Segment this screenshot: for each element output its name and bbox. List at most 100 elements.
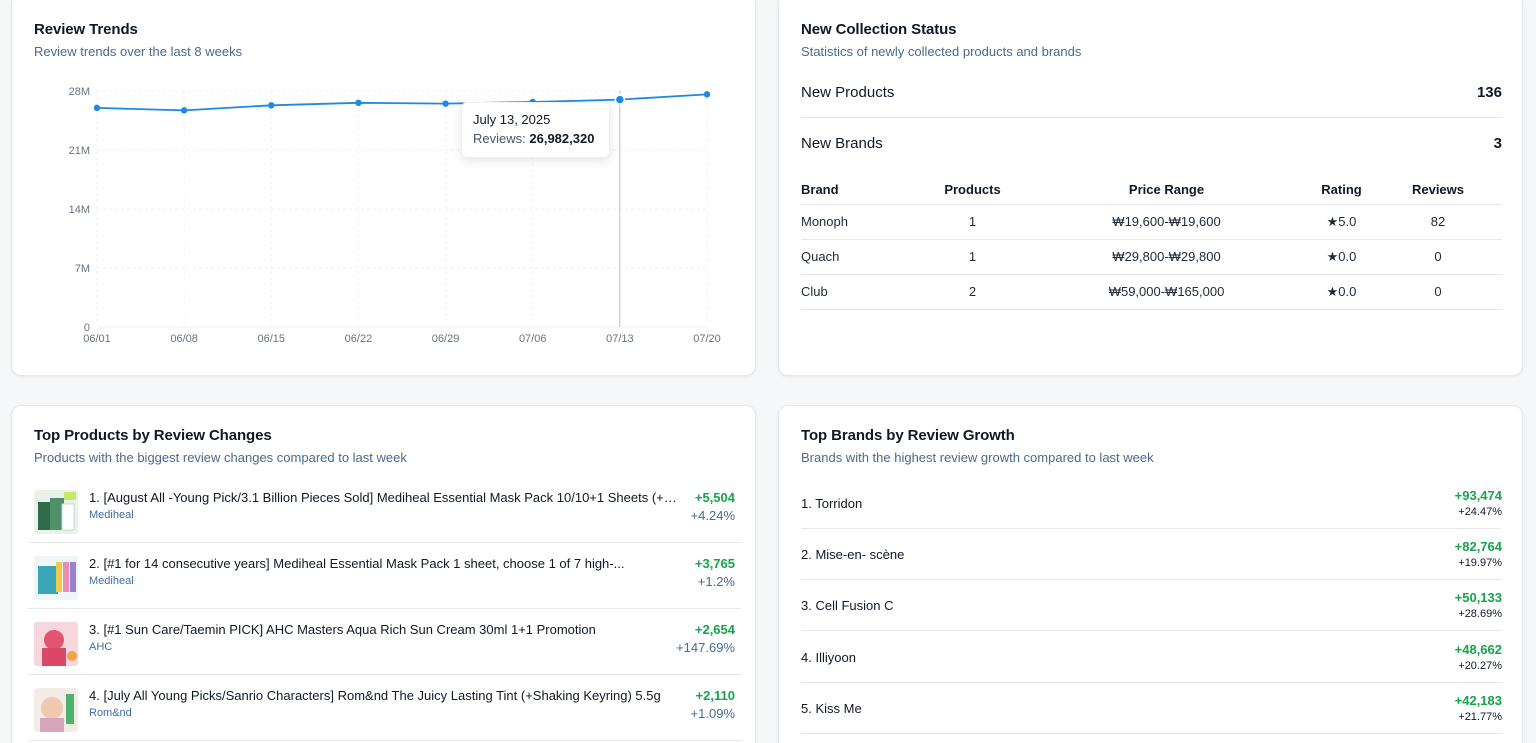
table-header-row: Brand Products Price Range Rating Review… <box>801 176 1502 205</box>
product-thumbnail <box>34 622 78 666</box>
brand-review-change: +42,183 <box>1454 693 1502 708</box>
x-tick-label: 06/01 <box>83 333 111 345</box>
review-trends-subtitle: Review trends over the last 8 weeks <box>34 44 243 59</box>
product-brand-link[interactable]: Mediheal <box>89 575 134 587</box>
header-products: Products <box>921 176 1024 205</box>
y-tick-label: 0 <box>84 322 90 334</box>
product-review-pct: +147.69% <box>676 640 735 655</box>
x-tick-label: 06/29 <box>432 333 460 345</box>
product-name: 3. [#1 Sun Care/Taemin PICK] AHC Masters… <box>89 622 596 637</box>
cell-products: 1 <box>921 204 1024 240</box>
review-trends-title: Review Trends <box>34 21 138 38</box>
product-row[interactable]: 4. [July All Young Picks/Sanrio Characte… <box>28 675 741 741</box>
stat-new-products: New Products 136 <box>801 67 1502 118</box>
cell-price-range: ₩59,000-₩165,000 <box>1024 274 1309 310</box>
product-name: 2. [#1 for 14 consecutive years] Medihea… <box>89 556 625 571</box>
table-row[interactable]: Quach 1 ₩29,800-₩29,800 ★0.0 0 <box>801 239 1502 275</box>
data-point <box>355 99 362 107</box>
data-point <box>442 100 449 107</box>
cell-rating: ★0.0 <box>1309 239 1374 275</box>
x-tick-label: 06/15 <box>258 333 286 345</box>
brand-name: 4. Illiyoon <box>801 650 856 665</box>
stat-label: New Brands <box>801 135 883 152</box>
cell-price-range: ₩19,600-₩19,600 <box>1024 204 1309 240</box>
brand-name: 2. Mise-en- scène <box>801 547 905 562</box>
brand-review-change: +48,662 <box>1454 642 1502 657</box>
x-tick-label: 06/22 <box>345 333 373 345</box>
product-thumbnail <box>34 688 78 732</box>
series-line <box>96 93 708 112</box>
table-row[interactable]: Club 2 ₩59,000-₩165,000 ★0.0 0 <box>801 274 1502 310</box>
brand-review-pct: +20.27% <box>1458 660 1502 672</box>
cell-products: 2 <box>921 274 1024 310</box>
data-point <box>614 94 626 105</box>
collection-status-card: New Collection Status Statistics of newl… <box>778 0 1523 376</box>
product-review-pct: +1.09% <box>690 706 735 721</box>
header-rating: Rating <box>1309 176 1374 205</box>
product-brand-link[interactable]: Rom&nd <box>89 707 132 719</box>
product-thumbnail <box>34 556 78 600</box>
brand-row[interactable]: 1. Torridon +93,474 +24.47% <box>801 478 1502 529</box>
brand-row[interactable]: 2. Mise-en- scène +82,764 +19.97% <box>801 529 1502 580</box>
chart-tooltip: July 13, 2025 Reviews: 26,982,320 <box>461 102 610 158</box>
product-row[interactable]: 3. [#1 Sun Care/Taemin PICK] AHC Masters… <box>28 609 741 675</box>
product-row[interactable]: 1. [August All -Young Pick/3.1 Billion P… <box>28 477 741 543</box>
tooltip-label: Reviews: <box>473 131 526 146</box>
cell-price-range: ₩29,800-₩29,800 <box>1024 239 1309 275</box>
cell-brand: Quach <box>801 239 921 275</box>
stat-value: 136 <box>1476 83 1502 101</box>
brand-name: 1. Torridon <box>801 496 863 511</box>
brand-name: 5. Kiss Me <box>801 701 862 716</box>
y-tick-label: 21M <box>69 145 90 157</box>
cell-brand: Club <box>801 274 921 310</box>
stat-new-brands: New Brands 3 <box>801 118 1502 169</box>
data-point <box>268 102 275 109</box>
brand-review-pct: +24.47% <box>1458 506 1502 518</box>
brand-row[interactable]: 3. Cell Fusion C +50,133 +28.69% <box>801 580 1502 631</box>
cell-products: 1 <box>921 239 1024 275</box>
brand-row[interactable]: 4. Illiyoon +48,662 +20.27% <box>801 632 1502 683</box>
x-tick-label: 07/20 <box>693 333 721 345</box>
product-row[interactable]: 2. [#1 for 14 consecutive years] Medihea… <box>28 543 741 609</box>
cell-reviews: 0 <box>1374 274 1502 310</box>
x-tick-label: 07/13 <box>606 333 634 345</box>
product-brand-link[interactable]: AHC <box>89 641 113 653</box>
brand-review-pct: +28.69% <box>1458 608 1502 620</box>
data-point <box>93 104 101 112</box>
y-tick-label: 28M <box>69 86 90 98</box>
product-name: 1. [August All -Young Pick/3.1 Billion P… <box>89 490 679 505</box>
cell-brand: Monoph <box>801 204 921 240</box>
top-brands-card: Top Brands by Review Growth Brands with … <box>778 405 1523 743</box>
review-trends-chart[interactable]: 0 7M 14M 21M 28M 06/01 06/08 06/15 06/22 06/29 07/… <box>12 0 756 376</box>
product-review-change: +5,504 <box>694 490 735 505</box>
y-tick-label: 7M <box>75 263 90 275</box>
collection-status-subtitle: Statistics of newly collected products a… <box>801 44 1082 59</box>
cell-reviews: 82 <box>1374 204 1502 240</box>
brand-review-change: +82,764 <box>1454 539 1502 554</box>
product-review-pct: +1.2% <box>697 574 735 589</box>
brand-review-pct: +19.97% <box>1458 557 1502 569</box>
x-tick-label: 06/08 <box>170 333 198 345</box>
top-brands-title: Top Brands by Review Growth <box>801 427 1015 444</box>
top-brands-subtitle: Brands with the highest review growth co… <box>801 450 1154 465</box>
product-thumbnail <box>34 490 78 534</box>
cell-reviews: 0 <box>1374 239 1502 275</box>
brand-row[interactable]: 5. Kiss Me +42,183 +21.77% <box>801 683 1502 734</box>
product-brand-link[interactable]: Mediheal <box>89 509 134 521</box>
tooltip-value: 26,982,320 <box>529 131 595 146</box>
stat-label: New Products <box>801 83 895 101</box>
stat-value: 3 <box>1493 135 1502 152</box>
product-review-pct: +4.24% <box>690 508 735 523</box>
cell-rating: ★5.0 <box>1309 204 1374 240</box>
product-name: 4. [July All Young Picks/Sanrio Characte… <box>89 688 661 703</box>
brand-review-change: +50,133 <box>1454 590 1502 605</box>
cell-rating: ★0.0 <box>1309 274 1374 310</box>
x-tick-label: 07/06 <box>519 333 547 345</box>
data-point <box>703 91 711 98</box>
review-trends-card: Review Trends Review trends over the las… <box>11 0 756 376</box>
data-point <box>180 107 188 114</box>
collection-status-title: New Collection Status <box>801 21 957 38</box>
top-products-title: Top Products by Review Changes <box>34 427 272 444</box>
table-row[interactable]: Monoph 1 ₩19,600-₩19,600 ★5.0 82 <box>801 204 1502 240</box>
brand-review-pct: +21.77% <box>1458 711 1502 723</box>
